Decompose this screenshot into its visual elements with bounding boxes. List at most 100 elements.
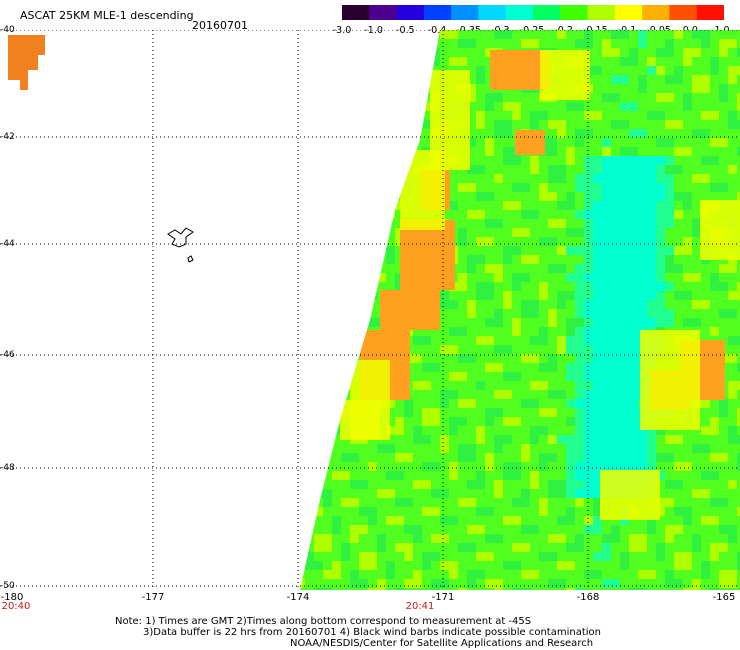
swath-cell <box>665 435 674 444</box>
swath-cell <box>674 444 683 453</box>
swath-cell <box>710 417 719 426</box>
swath-cell <box>719 39 728 48</box>
swath-cell <box>413 462 422 471</box>
swath-cell <box>494 183 503 192</box>
swath-cell <box>638 192 647 201</box>
swath-cell <box>611 210 620 219</box>
swath-cell <box>467 102 476 111</box>
swath-cell <box>719 120 728 129</box>
swath-cell <box>683 138 692 147</box>
swath-cell <box>300 93 305 102</box>
swath-cell <box>350 471 359 480</box>
swath-cell <box>629 588 638 590</box>
swath-cell <box>557 363 566 372</box>
swath-cell <box>683 273 692 282</box>
swath-cell <box>467 147 476 156</box>
swath-cell <box>521 363 530 372</box>
swath-cell <box>440 327 449 336</box>
swath-cell <box>305 192 314 201</box>
swath-cell <box>386 201 395 210</box>
swath-cell <box>332 444 341 453</box>
swath-cell <box>467 291 476 300</box>
swath-cell <box>503 300 512 309</box>
swath-cell <box>350 84 359 93</box>
swath-cell <box>485 255 494 264</box>
swath-cell <box>422 345 431 354</box>
swath-cell <box>665 462 674 471</box>
swath-cell <box>422 138 431 147</box>
swath-cell <box>620 525 629 534</box>
swath-cell <box>300 192 305 201</box>
swath-cell <box>611 93 620 102</box>
swath-cell <box>728 399 737 408</box>
swath-cell <box>341 507 350 516</box>
swath-cell <box>503 453 512 462</box>
swath-cell <box>440 408 449 417</box>
swath-cell <box>359 255 368 264</box>
swath-cell <box>728 507 737 516</box>
time-label: 20:40 <box>1 601 31 612</box>
swath-cell <box>674 165 683 174</box>
swath-cell <box>305 75 314 84</box>
swath-cell <box>404 147 413 156</box>
swath-cell <box>458 444 467 453</box>
swath-cell <box>314 291 323 300</box>
swath-cell <box>341 489 350 498</box>
swath-cell <box>449 444 458 453</box>
swath-cell <box>413 381 422 390</box>
swath-cell <box>395 138 404 147</box>
swath-cell <box>350 561 359 570</box>
swath-cell <box>629 291 638 300</box>
swath-cell <box>521 273 530 282</box>
swath-cell <box>467 552 476 561</box>
swath-cell <box>359 93 368 102</box>
swath-cell <box>395 84 404 93</box>
swath-cell <box>548 291 557 300</box>
swath-cell <box>467 174 476 183</box>
swath-cell <box>620 408 629 417</box>
swath-cell <box>512 255 521 264</box>
swath-cell <box>737 165 740 174</box>
swath-cell <box>647 534 656 543</box>
swath-cell <box>314 39 323 48</box>
swath-cell <box>584 408 593 417</box>
swath-cell <box>539 174 548 183</box>
swath-cell <box>593 543 602 552</box>
swath-cell <box>728 390 737 399</box>
swath-cell <box>710 111 719 120</box>
swath-cell <box>521 516 530 525</box>
swath-cell <box>602 129 611 138</box>
swath-cell <box>701 462 710 471</box>
swath-cell <box>719 408 728 417</box>
swath-cell <box>341 453 350 462</box>
swath-cell <box>539 336 548 345</box>
swath-cell <box>602 201 611 210</box>
swath-cell <box>386 192 395 201</box>
swath-cell <box>530 282 539 291</box>
swath-cell <box>620 102 629 111</box>
swath-cell <box>341 30 350 39</box>
swath-cell <box>20 80 28 90</box>
swath-cell <box>300 174 305 183</box>
swath-cell <box>665 561 674 570</box>
swath-cell <box>530 534 539 543</box>
swath-cell <box>377 192 386 201</box>
wind-map[interactable] <box>0 30 740 590</box>
swath-cell <box>368 264 377 273</box>
swath-cell <box>629 543 638 552</box>
swath-cell <box>656 480 665 489</box>
swath-cell <box>656 219 665 228</box>
swath-cell <box>503 462 512 471</box>
swath-cell <box>314 552 323 561</box>
swath-cell <box>305 561 314 570</box>
swath-cell <box>494 156 503 165</box>
swath-cell <box>629 390 638 399</box>
swath-cell <box>512 354 521 363</box>
swath-cell <box>512 498 521 507</box>
swath-cell <box>305 57 314 66</box>
lat-label: -42 <box>0 132 15 142</box>
swath-cell <box>476 498 485 507</box>
swath-cell <box>458 174 467 183</box>
swath-cell <box>566 507 575 516</box>
swath-cell <box>341 39 350 48</box>
